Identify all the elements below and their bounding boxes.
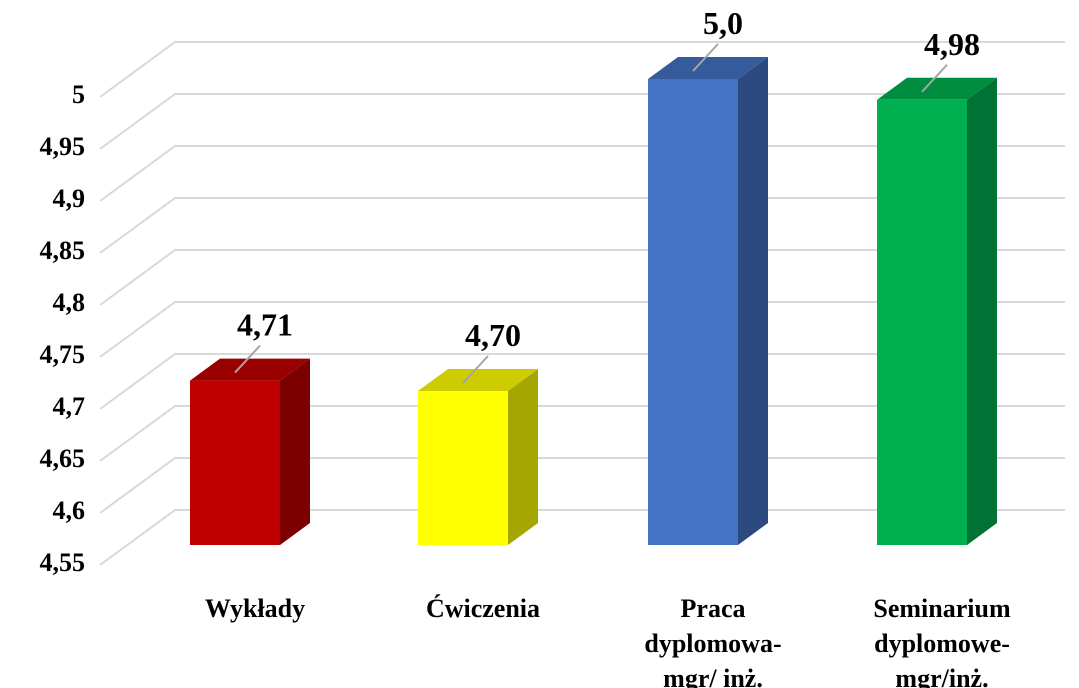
bar-side bbox=[738, 57, 768, 545]
grid-line bbox=[99, 41, 1065, 98]
value-label: 4,70 bbox=[465, 317, 521, 353]
grid-line bbox=[99, 145, 1065, 202]
grid-line bbox=[99, 509, 1065, 566]
x-tick-label: Wykłady bbox=[205, 594, 305, 623]
grid-line bbox=[99, 457, 1065, 514]
grid-line bbox=[99, 405, 1065, 462]
grid-line bbox=[99, 353, 1065, 410]
leader-line bbox=[921, 64, 948, 93]
leader-line bbox=[462, 355, 489, 384]
bar-top bbox=[418, 369, 538, 391]
bar-side bbox=[280, 358, 310, 545]
y-tick-label: 4,6 bbox=[53, 496, 86, 525]
x-tick-label: Praca bbox=[681, 594, 746, 623]
y-tick-label: 4,95 bbox=[40, 132, 86, 161]
y-tick-label: 4,75 bbox=[40, 340, 86, 369]
bar bbox=[418, 391, 508, 545]
y-tick-label: 4,8 bbox=[53, 288, 86, 317]
x-tick-label: Ćwiczenia bbox=[426, 594, 540, 623]
leader-line bbox=[234, 344, 261, 374]
value-label: 5,0 bbox=[703, 5, 743, 41]
bar bbox=[190, 380, 280, 545]
bar-side bbox=[967, 77, 997, 546]
y-tick-label: 4,85 bbox=[40, 236, 86, 265]
grid-line bbox=[99, 249, 1065, 306]
bar-top bbox=[877, 77, 997, 100]
y-tick-label: 4,7 bbox=[53, 392, 86, 421]
grid-line bbox=[99, 93, 1065, 150]
bar bbox=[877, 99, 967, 546]
value-label: 4,71 bbox=[237, 307, 293, 343]
bar-top bbox=[648, 57, 768, 79]
bar-side bbox=[508, 369, 538, 545]
x-tick-label: dyplomowa- bbox=[644, 629, 781, 658]
x-tick-label: mgr/inż. bbox=[895, 664, 988, 688]
grid-line bbox=[99, 301, 1065, 358]
x-tick-label: dyplomowe- bbox=[874, 629, 1010, 658]
y-tick-label: 4,55 bbox=[40, 548, 86, 577]
x-tick-label: mgr/ inż. bbox=[663, 664, 763, 688]
bar-top bbox=[190, 358, 310, 381]
bar bbox=[648, 79, 738, 545]
leader-line bbox=[692, 43, 719, 72]
x-tick-label: Seminarium bbox=[873, 594, 1011, 623]
y-tick-label: 5 bbox=[72, 80, 85, 109]
value-label: 4,98 bbox=[924, 26, 980, 62]
y-tick-label: 4,9 bbox=[53, 184, 86, 213]
grid-line bbox=[99, 197, 1065, 254]
y-tick-label: 4,65 bbox=[40, 444, 86, 473]
